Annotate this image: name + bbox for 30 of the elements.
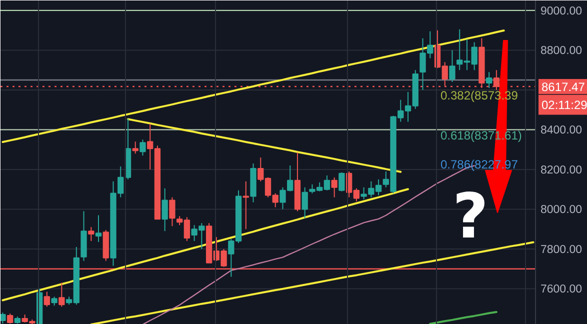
y-tick-label: 7800.00 — [540, 244, 582, 256]
y-tick-label: 7600.00 — [540, 284, 582, 296]
candlestick — [338, 172, 345, 192]
candlestick — [486, 72, 492, 88]
candlestick — [95, 214, 102, 243]
y-tick-label: 9000.00 — [540, 5, 582, 18]
candlestick — [169, 196, 176, 227]
text: 02:11:29 — [542, 98, 587, 112]
candlestick — [7, 313, 14, 324]
candlestick — [449, 50, 456, 82]
candlestick — [162, 188, 168, 232]
line-series — [429, 310, 498, 324]
ref-line-label: 8617.47 — [542, 80, 586, 94]
y-tick-label: 8400.00 — [540, 124, 582, 137]
y-tick-label: 8800.00 — [540, 45, 582, 58]
candlestick — [302, 186, 308, 219]
y-tick-label: 8000.00 — [540, 204, 582, 216]
candlestick — [44, 291, 50, 308]
line-series — [90, 241, 534, 324]
candlestick — [331, 176, 338, 198]
candlestick — [88, 226, 94, 242]
candlestick — [0, 312, 6, 324]
candlestick — [132, 141, 138, 154]
candlestick — [242, 180, 249, 230]
annotation: ? — [452, 180, 488, 252]
y-tick-label: 8200.00 — [540, 164, 582, 176]
line-series — [126, 118, 402, 173]
candlestick — [140, 139, 146, 156]
line-series — [2, 188, 410, 302]
candlestick — [58, 282, 65, 308]
